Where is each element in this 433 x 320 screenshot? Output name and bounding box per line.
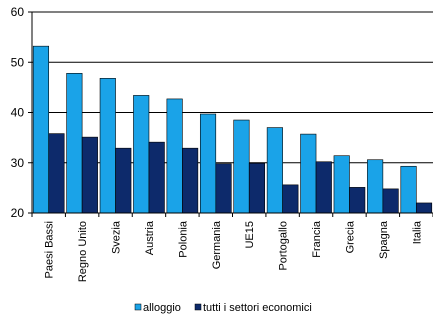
gridlines bbox=[32, 11, 433, 164]
category-label: Italia bbox=[411, 220, 423, 244]
bar-series2 bbox=[148, 141, 165, 214]
legend-swatch bbox=[194, 303, 202, 311]
category-label: UE15 bbox=[244, 221, 256, 249]
bar-series2 bbox=[48, 133, 65, 214]
y-tick-label: 30 bbox=[11, 156, 25, 170]
bar-series2 bbox=[382, 188, 399, 214]
bar-series1 bbox=[32, 45, 50, 214]
bar-series2 bbox=[349, 187, 366, 214]
category-label: Grecia bbox=[344, 220, 356, 253]
bar-series1 bbox=[233, 119, 250, 214]
category-label: Regno Unito bbox=[77, 221, 89, 282]
y-tick-label: 50 bbox=[11, 55, 25, 69]
category-label: Germania bbox=[211, 220, 223, 269]
bar-series1 bbox=[199, 113, 217, 214]
x-axis-category-labels: Paesi Bassi Regno Unito Svezia Austria Polon… bbox=[44, 220, 424, 282]
legend-label: tutti i settori economici bbox=[203, 302, 312, 314]
bar-series1 bbox=[166, 98, 183, 214]
bar-series1 bbox=[133, 95, 150, 214]
bar-series1 bbox=[300, 133, 317, 214]
bar-series2 bbox=[415, 202, 433, 214]
category-label: Portogallo bbox=[278, 221, 290, 271]
bar-series2 bbox=[215, 163, 232, 214]
legend-label: alloggio bbox=[143, 302, 181, 314]
y-tick-label: 40 bbox=[11, 106, 25, 120]
bar-series1 bbox=[333, 155, 350, 214]
category-label: Paesi Bassi bbox=[44, 221, 56, 278]
axes bbox=[28, 11, 433, 217]
category-label: Spagna bbox=[378, 220, 390, 259]
bar-series1 bbox=[66, 73, 83, 214]
bars bbox=[32, 45, 433, 214]
category-label: Polonia bbox=[177, 220, 189, 258]
bar-series2 bbox=[315, 161, 332, 214]
category-label: Svezia bbox=[111, 220, 123, 254]
bar-series1 bbox=[266, 127, 283, 214]
bar-series1 bbox=[400, 165, 417, 214]
bar-series2 bbox=[248, 162, 266, 214]
bar-series1 bbox=[367, 159, 384, 214]
legend: alloggio tutti i settori economici bbox=[134, 302, 312, 314]
y-tick-label: 20 bbox=[11, 206, 25, 220]
category-label: Austria bbox=[144, 220, 156, 255]
bar-series1 bbox=[99, 78, 116, 214]
bar-series2 bbox=[115, 147, 132, 214]
bar-series2 bbox=[81, 136, 98, 214]
legend-swatch bbox=[134, 303, 142, 311]
bar-series2 bbox=[182, 147, 199, 214]
y-axis-tick-labels: 20 30 40 50 60 bbox=[11, 5, 25, 220]
bar-series2 bbox=[282, 184, 299, 214]
category-label: Francia bbox=[311, 220, 323, 258]
y-tick-label: 60 bbox=[11, 5, 25, 19]
